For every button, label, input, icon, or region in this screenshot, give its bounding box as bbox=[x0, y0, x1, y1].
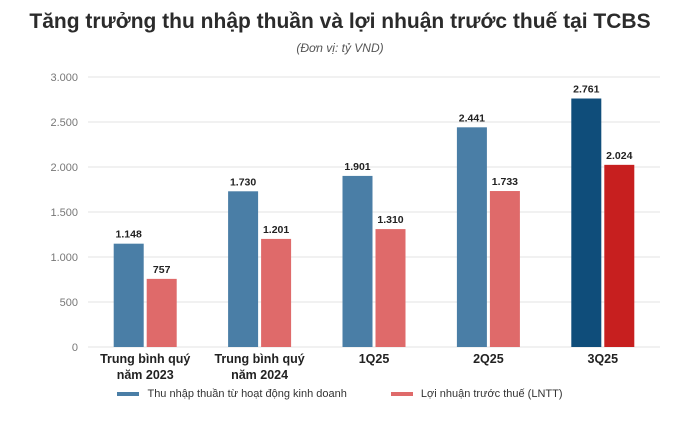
chart-title: Tăng trưởng thu nhập thuần và lợi nhuận … bbox=[29, 10, 651, 33]
data-label: 1.310 bbox=[377, 214, 403, 226]
x-tick-label: 2Q25 bbox=[473, 352, 504, 366]
y-tick-label: 2.500 bbox=[50, 117, 78, 129]
data-label: 757 bbox=[153, 264, 171, 276]
data-label: 1.148 bbox=[116, 229, 142, 241]
x-tick-label: 1Q25 bbox=[359, 352, 390, 366]
x-tick-label: Trung bình quý bbox=[214, 352, 304, 366]
bar-lntt-2 bbox=[375, 229, 406, 347]
legend-swatch-series-1 bbox=[117, 392, 140, 396]
legend-item-series-2: Lợi nhuận trước thuế (LNTT) bbox=[390, 388, 563, 400]
bar-thu-nhap-4 bbox=[571, 98, 602, 347]
x-tick-label: năm 2024 bbox=[231, 368, 288, 382]
bar-lntt-4 bbox=[604, 164, 635, 347]
y-tick-label: 1.500 bbox=[50, 207, 78, 219]
y-tick-label: 1.000 bbox=[50, 252, 78, 264]
data-label: 1.201 bbox=[263, 224, 289, 236]
data-label: 1.733 bbox=[492, 176, 518, 188]
y-tick-label: 2.000 bbox=[50, 162, 78, 174]
bar-thu-nhap-0 bbox=[113, 243, 144, 347]
chart-legend: Thu nhập thuần từ hoạt động kinh doanh L… bbox=[0, 388, 680, 400]
bar-thu-nhap-3 bbox=[456, 127, 487, 347]
y-tick-label: 500 bbox=[60, 297, 78, 309]
y-tick-label: 3.000 bbox=[50, 72, 78, 84]
data-label: 2.441 bbox=[459, 112, 485, 124]
bar-lntt-0 bbox=[146, 278, 177, 347]
data-label: 1.901 bbox=[344, 161, 370, 173]
legend-swatch-series-2 bbox=[390, 392, 413, 396]
data-label: 2.024 bbox=[606, 150, 632, 162]
legend-label-series-1: Thu nhập thuần từ hoạt động kinh doanh bbox=[147, 388, 347, 400]
legend-item-series-1: Thu nhập thuần từ hoạt động kinh doanh bbox=[117, 388, 347, 400]
x-tick-label: Trung bình quý bbox=[100, 352, 190, 366]
x-tick-label: 3Q25 bbox=[588, 352, 619, 366]
bar-thu-nhap-2 bbox=[342, 175, 373, 347]
data-label: 2.761 bbox=[573, 84, 599, 96]
x-tick-label: năm 2023 bbox=[117, 368, 174, 382]
y-tick-label: 0 bbox=[72, 342, 78, 354]
chart-subtitle: (Đơn vị: tỷ VND) bbox=[296, 41, 384, 55]
bar-lntt-1 bbox=[261, 238, 292, 347]
data-label: 1.730 bbox=[230, 176, 256, 188]
bar-lntt-3 bbox=[489, 191, 520, 347]
bar-thu-nhap-1 bbox=[228, 191, 259, 347]
legend-label-series-2: Lợi nhuận trước thuế (LNTT) bbox=[420, 388, 563, 400]
